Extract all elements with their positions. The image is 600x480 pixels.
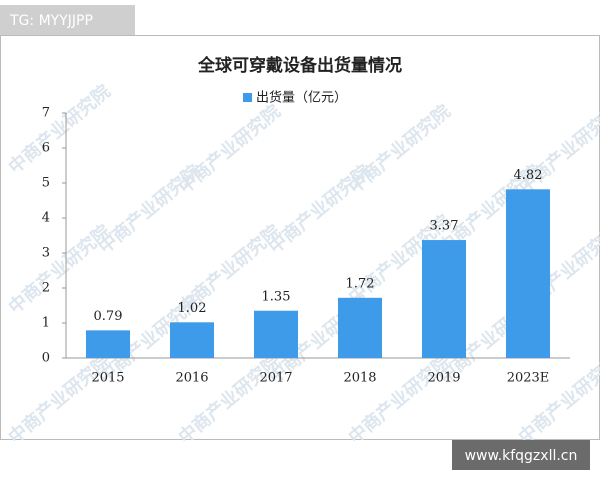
- bar: [170, 322, 214, 358]
- x-tick-label: 2018: [343, 371, 376, 386]
- y-tick-label: 2: [42, 281, 50, 296]
- x-tick-label: 2019: [427, 371, 460, 386]
- data-label: 0.79: [94, 309, 123, 324]
- x-tick-label: 2017: [259, 371, 292, 386]
- legend-label: 出货量（亿元）: [256, 90, 347, 106]
- overlay-text: TG: MYYJJPP: [9, 13, 93, 29]
- chart-frame: [0, 35, 600, 440]
- bar: [338, 297, 382, 358]
- data-label: 1.35: [262, 289, 291, 304]
- y-tick-label: 7: [42, 106, 50, 121]
- x-tick-label: 2015: [91, 371, 124, 386]
- overlay-text: www.kfqgzxll.cn: [465, 448, 578, 464]
- overlay-box: [0, 5, 135, 35]
- bar: [422, 240, 466, 358]
- data-label: 3.37: [430, 219, 459, 234]
- legend-swatch: [243, 93, 252, 102]
- bar: [506, 189, 550, 358]
- y-tick-label: 4: [42, 211, 50, 226]
- data-label: 1.02: [178, 301, 207, 316]
- y-tick-label: 1: [42, 316, 50, 331]
- data-label: 1.72: [346, 276, 375, 291]
- y-tick-label: 3: [42, 246, 50, 261]
- bar: [254, 310, 298, 358]
- y-tick-label: 6: [42, 141, 50, 156]
- y-tick-label: 0: [42, 351, 50, 366]
- bar: [86, 330, 130, 358]
- x-tick-label: 2023E: [507, 371, 550, 386]
- overlay-box: [452, 440, 590, 470]
- x-tick-label: 2016: [175, 371, 208, 386]
- data-label: 4.82: [514, 168, 543, 183]
- chart-title: 全球可穿戴设备出货量情况: [197, 55, 402, 76]
- y-tick-label: 5: [42, 176, 50, 191]
